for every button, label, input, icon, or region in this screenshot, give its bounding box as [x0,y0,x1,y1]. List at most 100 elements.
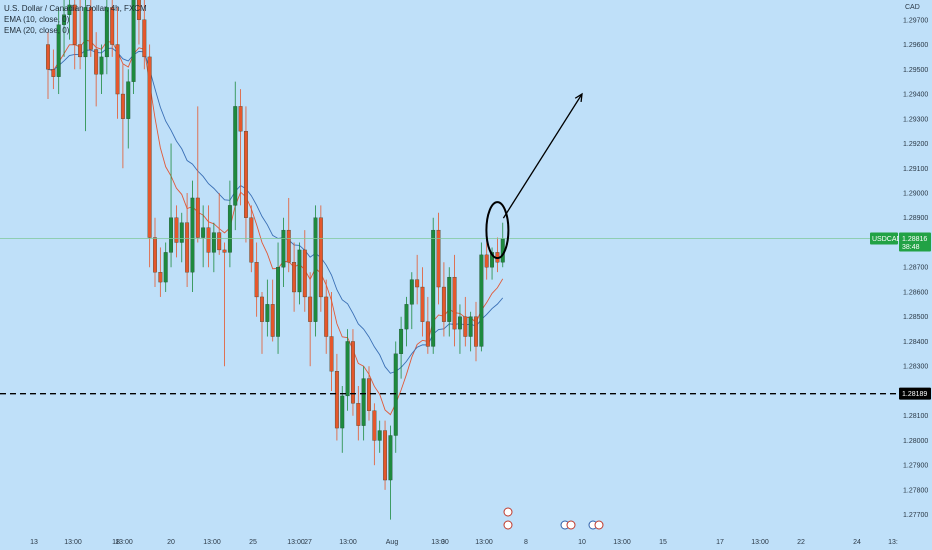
bearish-candle [142,19,147,58]
bullish-candle [190,197,195,273]
bearish-candle [185,222,190,273]
bearish-candle [308,296,313,322]
last-price-badge [899,232,931,252]
bearish-candle [78,44,83,58]
symbol-title: U.S. Dollar / Canadian Dollar, 4h, FXCM [4,4,147,13]
bullish-candle [388,435,393,481]
bullish-candle [62,14,66,25]
bullish-candle [169,217,173,253]
symbol-badge-label: USDCAD [872,236,902,243]
bearish-candle [350,341,355,404]
time-tick-label: 13:00 [203,539,221,546]
bullish-candle [163,252,168,283]
time-axis-background [0,534,932,550]
trend-arrow-head [574,92,583,103]
candle-layer [46,0,505,520]
time-tick-label: 3 [441,539,445,546]
bearish-candle [324,296,329,337]
bearish-candle [383,430,387,481]
bearish-candle [243,130,248,218]
bullish-candle [276,267,280,337]
bearish-candle [88,7,93,50]
bearish-candle [206,227,211,253]
time-tick-label: 13:00 [751,539,769,546]
bullish-candle [179,222,184,243]
time-tick-label: 24 [853,539,861,546]
price-tick-label: 1.27800 [903,487,928,494]
bearish-candle [153,237,157,273]
bullish-candle [377,430,382,441]
price-tick-label: 1.29500 [903,67,928,74]
price-tick-label: 1.28900 [903,215,928,222]
bearish-candle [441,286,446,322]
price-tick-label: 1.28600 [903,289,928,296]
bearish-candle [452,276,457,330]
bullish-candle [361,378,366,426]
bullish-candle [201,227,206,238]
time-tick-label: 13 [30,539,38,546]
bearish-candle [415,279,420,288]
trend-arrow-line[interactable] [502,93,583,219]
bearish-candle [217,232,222,251]
bearish-candle [51,69,56,77]
time-tick-label: 18 [112,539,120,546]
bearish-candle [136,0,141,20]
time-tick-label: 20 [167,539,175,546]
bullish-candle [211,232,216,253]
time-tick-label: 25 [249,539,257,546]
bullish-candle [297,249,302,293]
price-axis-background [898,0,932,550]
bullish-candle [479,254,484,347]
bullish-candle [265,304,270,322]
price-tick-label: 1.28100 [903,413,928,420]
time-tick-label: 13:00 [613,539,631,546]
bearish-candle [484,254,489,268]
bearish-candle [372,410,377,441]
bearish-candle [249,217,254,263]
bearish-candle [174,217,179,243]
bullish-candle [99,56,104,75]
bearish-candle [72,4,77,45]
time-tick-label: 13:00 [287,539,305,546]
bullish-candle [404,304,409,330]
economic-event-icon[interactable] [594,520,604,530]
support-price-value: 1.28189 [902,391,927,398]
time-tick-label: 17 [716,539,724,546]
bullish-candle [490,252,494,268]
bullish-candle [313,217,318,322]
price-tick-label: 1.28400 [903,339,928,346]
economic-event-icon[interactable] [503,520,513,530]
bullish-candle [345,341,350,397]
bearish-candle [356,403,361,426]
bullish-candle [409,279,414,305]
price-tick-label: 1.29600 [903,42,928,49]
time-tick-label: 13:00 [115,539,133,546]
bearish-candle [425,321,430,347]
highlight-ellipse[interactable] [485,201,510,260]
price-axis[interactable]: CAD 1.29700 1.29600 1.29500 1.29400 1.29300 1.… [870,0,932,550]
bearish-candle [286,229,291,263]
bearish-candle [436,229,441,288]
time-tick-label: 15 [659,539,667,546]
bearish-candle [292,262,297,293]
economic-event-icon[interactable] [503,507,513,517]
price-tick-label: 1.29400 [903,92,928,99]
bearish-candle [46,44,50,70]
bearish-candle [463,316,468,337]
currency-label: CAD [905,4,920,11]
time-tick-label: 13:00 [339,539,357,546]
overlay-layer [0,92,898,530]
symbol-badge [870,232,898,245]
bearish-candle [120,93,125,119]
bearish-candle [115,44,120,95]
bullish-candle [67,4,72,15]
bullish-candle [56,24,61,77]
bullish-candle [227,205,232,253]
time-tick-label: 13: [888,539,898,546]
price-tick-label: 1.29000 [903,191,928,198]
bullish-candle [131,0,136,82]
economic-event-icon[interactable] [566,520,576,530]
price-tick-label: 1.29300 [903,116,928,123]
